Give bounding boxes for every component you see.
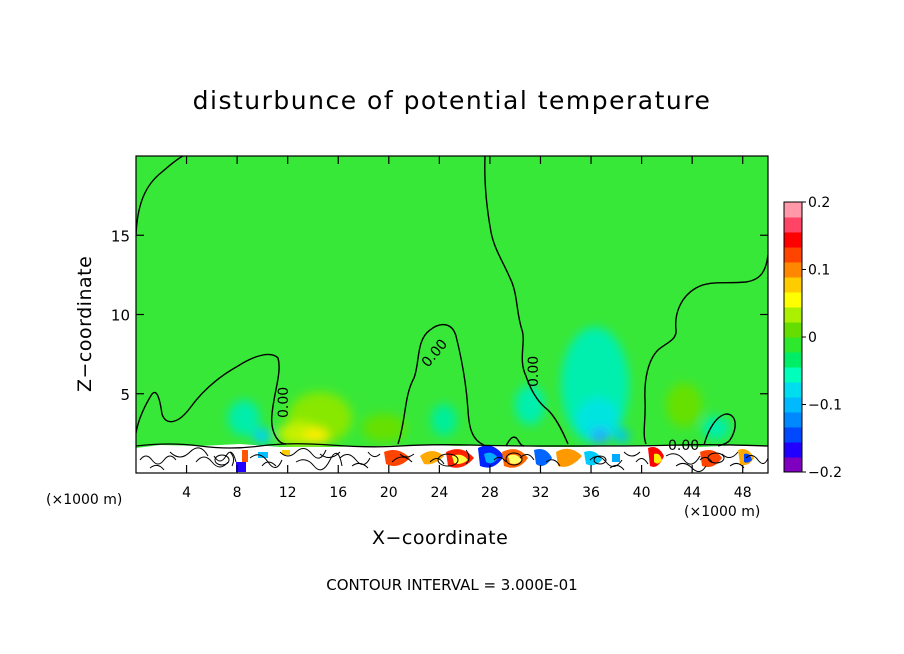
field-anomalies xyxy=(228,327,730,446)
y-axis: 5 10 15 xyxy=(111,227,768,404)
colorbar-swatch xyxy=(784,232,802,248)
contour-label: 0.00 xyxy=(668,438,699,454)
x-tick-label: 4 xyxy=(182,485,191,501)
x-tick-label: 24 xyxy=(430,485,448,501)
y-tick-label: 15 xyxy=(111,227,130,245)
x-axis-unit: (×1000 m) xyxy=(46,492,123,508)
colorbar-swatch xyxy=(784,427,802,443)
x-tick-label: 44 xyxy=(683,485,701,501)
colorbar-tick-label: −0.1 xyxy=(808,398,842,414)
colorbar-swatch xyxy=(784,307,802,323)
x-axis-label: X−coordinate xyxy=(372,527,509,549)
colorbar-tick-label: 0.1 xyxy=(808,263,830,279)
colorbar-tick-label: 0.2 xyxy=(808,195,830,211)
zero-contours xyxy=(136,156,768,447)
x-tick-label: 28 xyxy=(481,485,499,501)
contour-interval-note: CONTOUR INTERVAL = 3.000E-01 xyxy=(326,576,578,594)
colorbar-swatch xyxy=(784,457,802,473)
x-axis-unit: (×1000 m) xyxy=(684,504,761,520)
x-axis: 4 8 12 16 20 24 28 32 36 40 44 48 xyxy=(182,156,752,501)
colorbar-swatch xyxy=(784,202,802,218)
x-tick-label: 16 xyxy=(329,485,347,501)
x-tick-label: 36 xyxy=(582,485,600,501)
x-tick-label: 8 xyxy=(233,485,242,501)
colorbar-swatch xyxy=(784,382,802,398)
colorbar-swatch xyxy=(784,442,802,458)
colorbar-tick-label: 0 xyxy=(808,330,817,346)
chart-title: disturbunce of potential temperature xyxy=(192,86,712,115)
colorbar-swatch xyxy=(784,322,802,338)
x-tick-label: 48 xyxy=(734,485,752,501)
colorbar-swatch xyxy=(784,262,802,278)
x-tick-label: 20 xyxy=(380,485,398,501)
x-tick-label: 12 xyxy=(279,485,297,501)
colorbar-swatch xyxy=(784,337,802,353)
boundary-layer-contours xyxy=(136,443,768,472)
colorbar-swatch xyxy=(784,412,802,428)
y-tick-label: 5 xyxy=(120,386,130,404)
x-tick-label: 40 xyxy=(633,485,651,501)
boundary-layer-colors xyxy=(236,445,754,472)
colorbar-swatch xyxy=(784,397,802,413)
contour-label: 0.00 xyxy=(526,356,542,387)
colorbar: 0.2 0.1 0 −0.1 −0.2 xyxy=(783,195,842,481)
colorbar-swatch xyxy=(784,277,802,293)
x-tick-label: 32 xyxy=(532,485,550,501)
y-axis-label: Z−coordinate xyxy=(74,255,96,392)
colorbar-swatch xyxy=(784,217,802,233)
colorbar-swatch xyxy=(784,292,802,308)
colorbar-tick-label: −0.2 xyxy=(808,465,842,481)
y-tick-label: 10 xyxy=(111,307,130,325)
contour-label: 0.00 xyxy=(276,387,292,418)
colorbar-swatch xyxy=(784,247,802,263)
colorbar-swatch xyxy=(784,352,802,368)
colorbar-swatch xyxy=(784,367,802,383)
